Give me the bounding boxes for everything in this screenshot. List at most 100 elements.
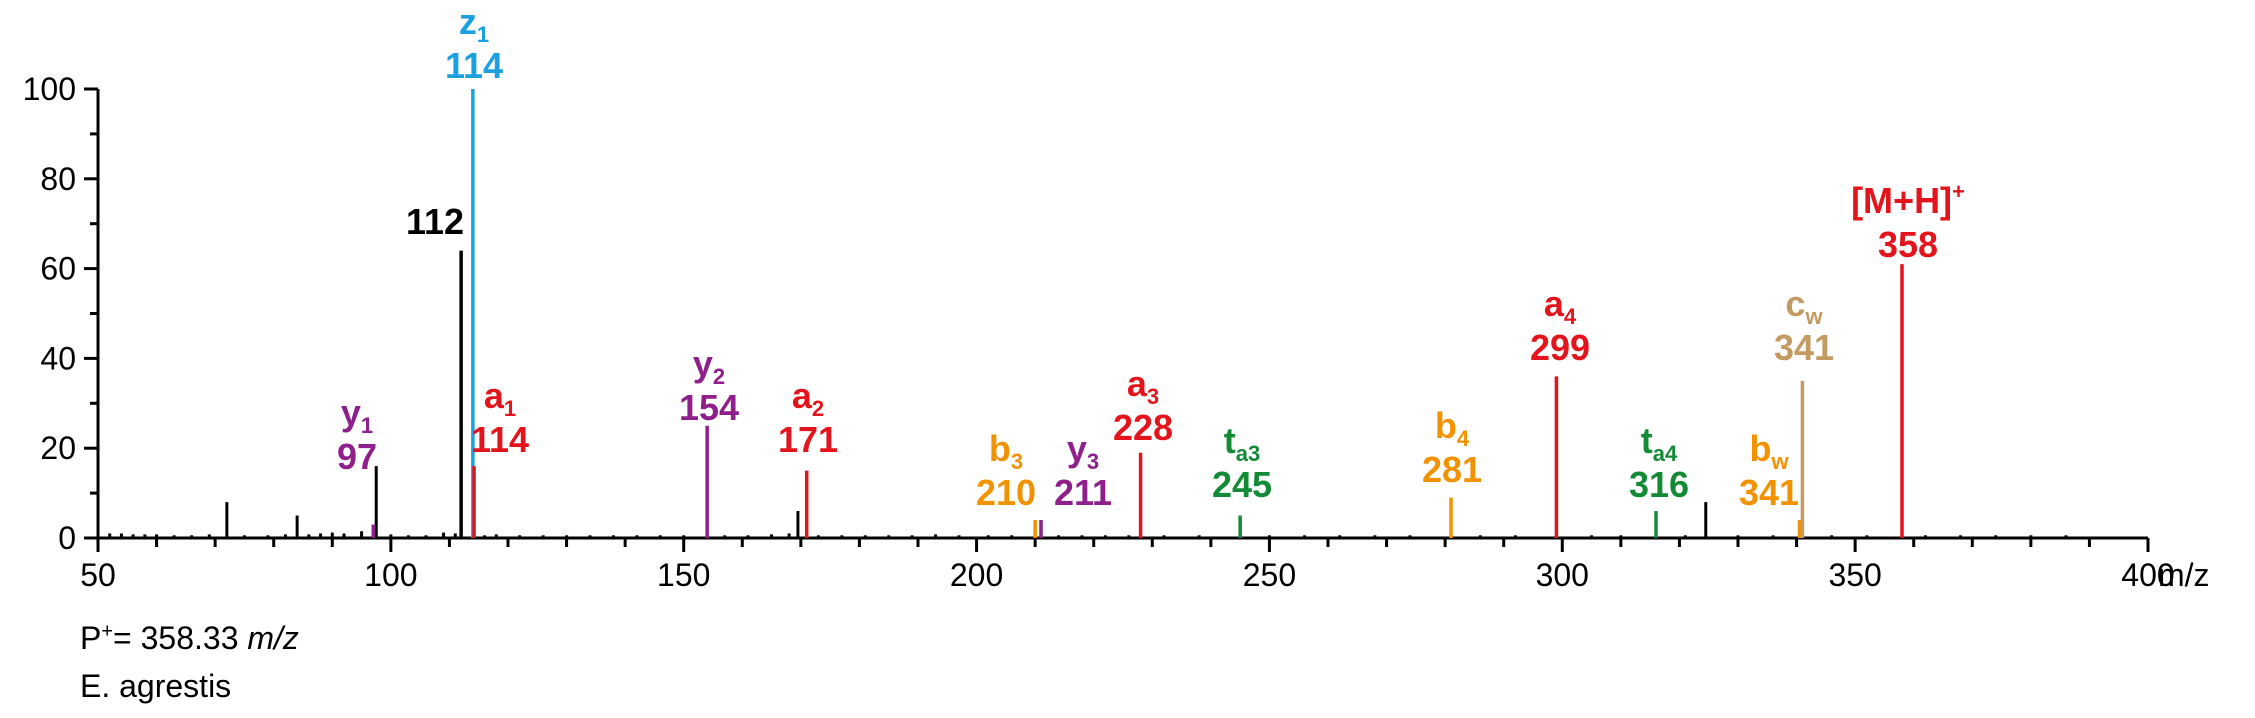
ion-type-label: a2 [792,375,824,421]
mz-label: 316 [1629,464,1689,505]
precursor-value: = 358.33 [113,620,248,656]
mz-label: 210 [976,472,1036,513]
y-tick-label: 0 [58,520,76,556]
ion-type-label: [M+H]+ [1851,179,1965,221]
ion-subscript: 1 [504,396,516,421]
ion-subscript: 1 [477,22,489,47]
peak-annotation--112: 112 [406,201,464,242]
ion-subscript: 1 [361,413,373,438]
y-tick-label: 20 [40,430,76,466]
ion-subscript: 4 [1564,304,1577,329]
precursor-charge: + [101,620,114,643]
ion-subscript: a3 [1236,441,1260,466]
y-tick-label: 60 [40,251,76,287]
ion-subscript: w [1804,304,1823,329]
ion-superscript: + [1952,179,1965,204]
x-tick-label: 200 [950,557,1003,593]
x-tick-label: 100 [364,557,417,593]
ion-letter: c [1785,283,1805,324]
mz-label: 341 [1739,472,1799,513]
ion-letter: t [1641,420,1653,461]
ion-letter: y [693,343,713,384]
ion-subscript: 3 [1087,449,1099,474]
ion-letter: y [1067,428,1087,469]
ion-letter: b [1435,405,1457,446]
ion-subscript: a4 [1653,441,1678,466]
y-tick-label: 40 [40,340,76,376]
mz-label: 114 [471,419,529,460]
x-tick-label: 400 [2121,557,2174,593]
x-tick-label: 250 [1243,557,1296,593]
ion-letter: b [1749,428,1771,469]
species-label: E. agrestis [80,668,232,704]
mz-label: 171 [778,419,838,460]
ion-type-label: a4 [1544,283,1577,329]
ion-type-label: ta3 [1224,420,1260,466]
ion-type-label: b4 [1435,405,1470,451]
ion-type-label: b3 [989,428,1023,474]
ion-type-label: a1 [484,375,516,421]
ion-subscript: 3 [1011,449,1023,474]
ion-subscript: 4 [1457,426,1470,451]
ion-letter: z [459,1,477,42]
x-tick-label: 350 [1828,557,1881,593]
y-tick-label: 100 [23,71,76,107]
mz-label: 299 [1530,327,1590,368]
peak-annotation-[M+H]-358: [M+H]+358 [1851,179,1965,265]
mz-label: 341 [1774,327,1834,368]
ion-type-label: y2 [693,343,725,389]
ion-type-label: y1 [341,392,373,438]
peaks [108,89,2068,538]
ion-type-label: bw [1749,428,1789,474]
precursor-info: P+= 358.33 m/z [80,620,299,657]
mz-label: 245 [1212,464,1272,505]
ion-letter: b [989,428,1011,469]
ion-type-label: a3 [1127,363,1159,409]
ion-letter: y [341,392,361,433]
mz-label: 281 [1422,449,1482,490]
ion-letter: t [1224,420,1236,461]
x-tick-label: 50 [80,557,116,593]
ion-letter: a [792,375,813,416]
mz-label: 228 [1113,407,1173,448]
ion-type-label: y3 [1067,428,1099,474]
mz-label: 97 [337,436,377,477]
x-tick-label: 300 [1536,557,1589,593]
ion-subscript: 2 [812,396,824,421]
mz-label: 358 [1878,224,1938,265]
mz-label: 211 [1054,472,1112,513]
ion-letter: a [1544,283,1565,324]
precursor-prefix: P [80,620,102,656]
ion-subscript: 2 [713,364,725,389]
x-tick-label: 150 [657,557,710,593]
ion-letter: a [1127,363,1148,404]
x-axis-label: m/z [2158,557,2210,593]
y-tick-label: 80 [40,161,76,197]
mz-label: 112 [406,201,464,242]
ion-subscript: w [1770,449,1789,474]
mz-label: 154 [679,387,739,428]
ion-letter: [M+H] [1851,180,1952,221]
mz-label: 114 [445,45,503,86]
ion-type-label: z1 [459,1,489,47]
ion-letter: a [484,375,505,416]
precursor-unit: m/z [247,620,299,656]
ion-type-label: cw [1785,283,1823,329]
ion-subscript: 3 [1147,384,1159,409]
